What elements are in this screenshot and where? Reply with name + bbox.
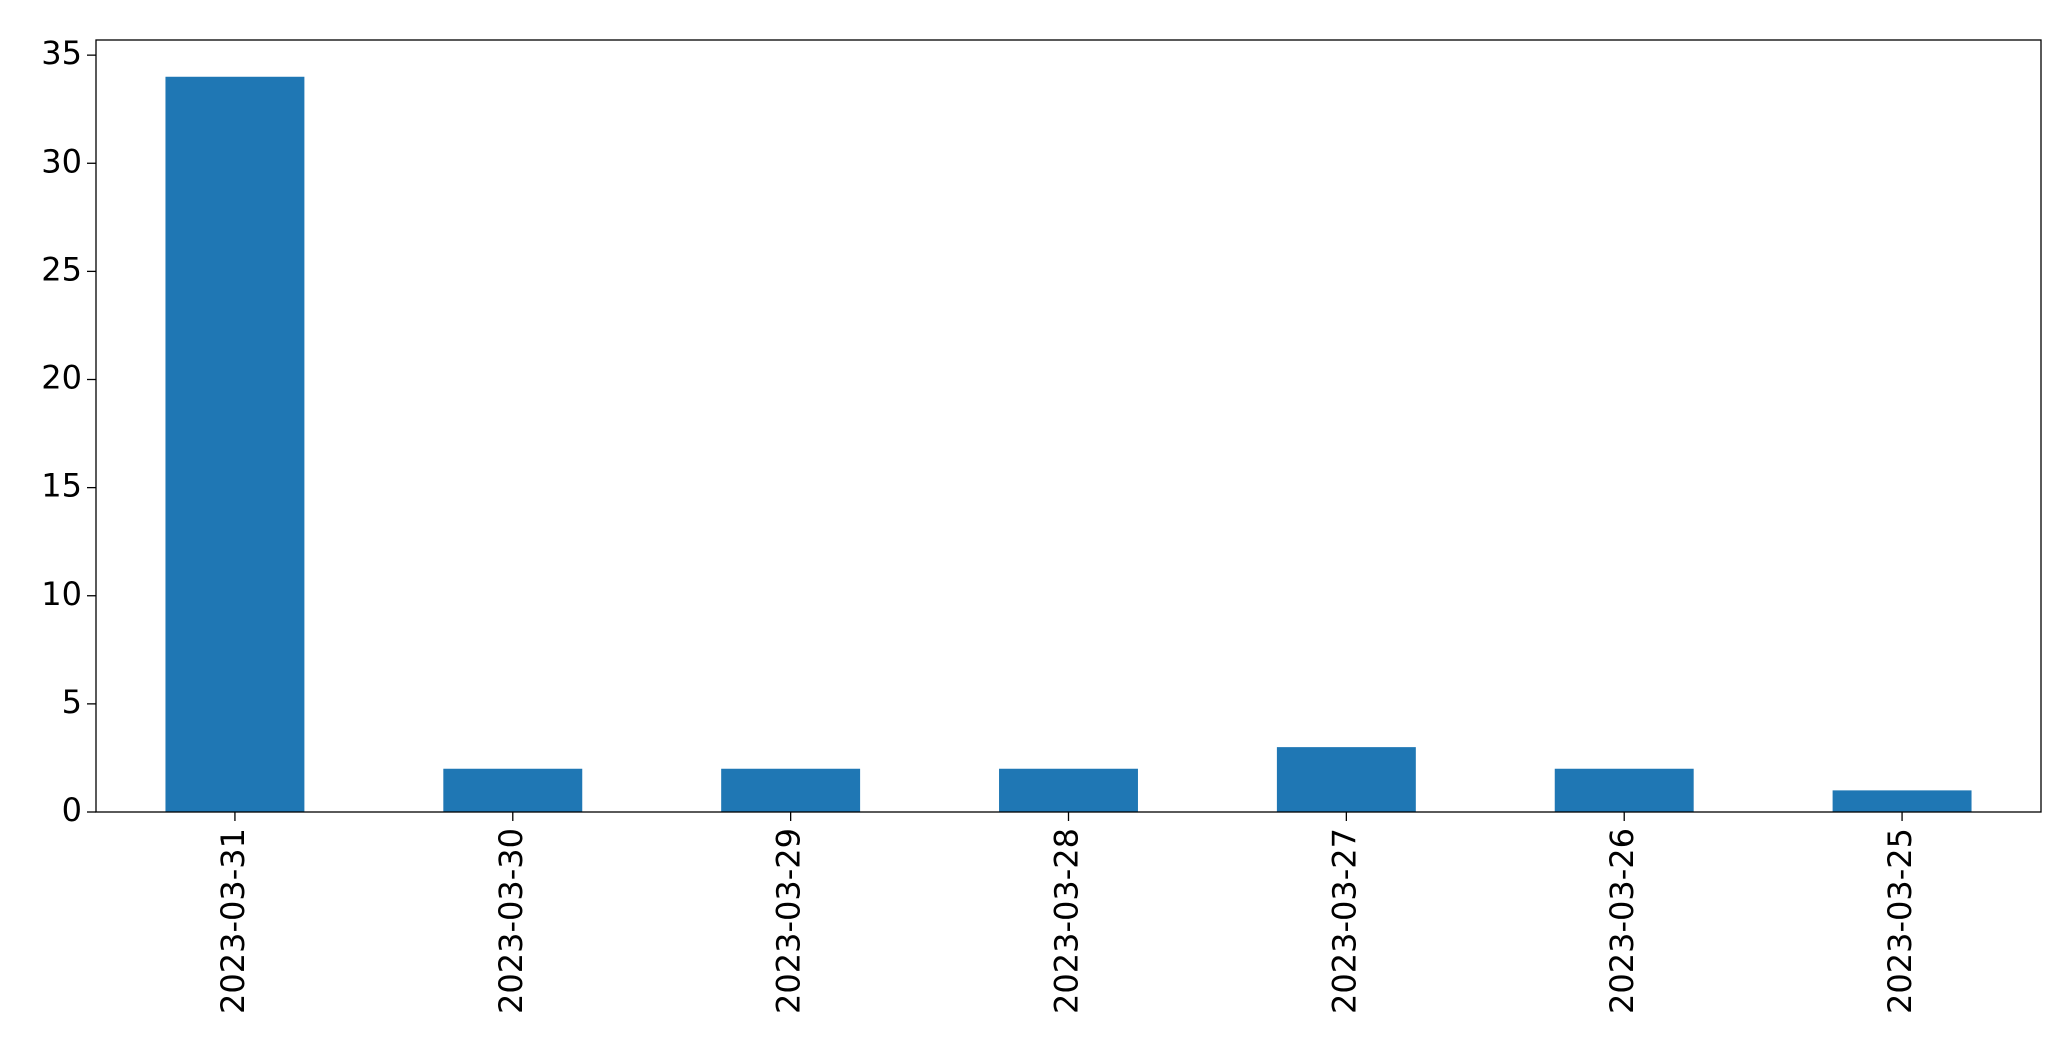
x-tick-label: 2023-03-31 [214, 828, 252, 1014]
x-tick-label: 2023-03-30 [492, 828, 530, 1014]
bar [721, 768, 861, 812]
x-tick-label: 2023-03-26 [1603, 828, 1641, 1014]
bar [1832, 790, 1972, 812]
y-tick-label: 35 [41, 34, 82, 72]
x-tick-label: 2023-03-27 [1325, 828, 1363, 1014]
bar [1554, 768, 1694, 812]
y-tick-label: 10 [41, 575, 82, 613]
y-tick-label: 20 [41, 359, 82, 397]
y-tick-label: 25 [41, 250, 82, 288]
x-tick-label: 2023-03-28 [1048, 828, 1086, 1014]
plot-frame [95, 39, 2042, 813]
bar [165, 76, 305, 812]
bar [1276, 747, 1416, 812]
y-tick-label: 30 [41, 142, 82, 180]
y-tick-label: 5 [62, 683, 82, 721]
bar [443, 768, 583, 812]
y-tick-label: 15 [41, 467, 82, 505]
plot: 0 5 10 15 20 25 30 35 2023-03-31 2023-03-30 2023-0… [41, 34, 1972, 1014]
y-tick-label: 0 [62, 791, 82, 829]
bar [999, 768, 1138, 812]
x-tick-label: 2023-03-25 [1881, 828, 1919, 1014]
x-tick-label: 2023-03-29 [770, 828, 808, 1014]
